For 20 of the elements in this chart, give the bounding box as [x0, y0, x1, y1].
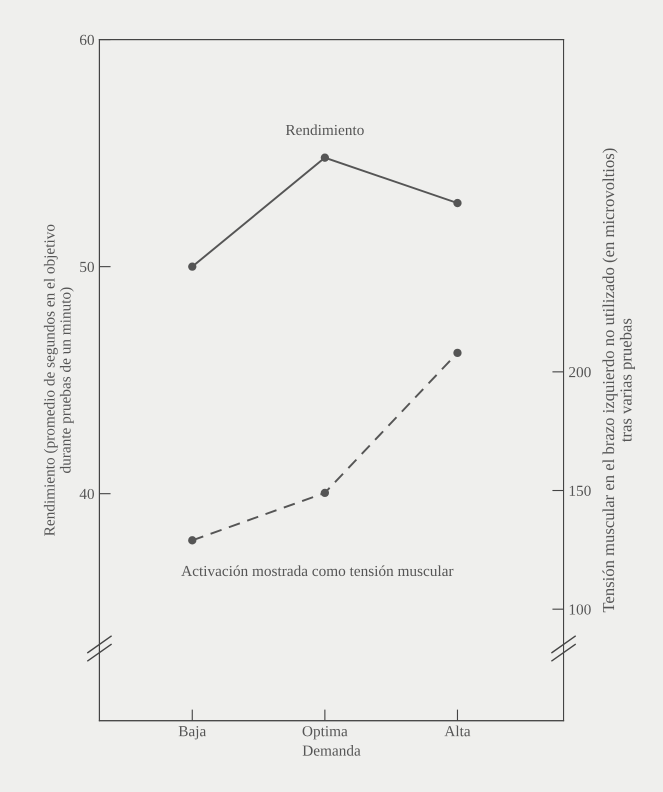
series-label: Activación mostrada como tensión muscular: [181, 565, 454, 576]
x-tick-label: Baja: [178, 726, 206, 740]
point: [188, 536, 196, 545]
y-tick-label: 50: [80, 262, 94, 272]
point: [453, 198, 462, 208]
y-tick-label: 40: [80, 488, 94, 500]
series-label: Rendimiento: [286, 124, 364, 136]
y2-tick-label: 200: [569, 366, 591, 378]
y2-axis-title: Tensión muscular en el brazo izquierdo no utilizado (en microvoltios) tras varias pruebas: [602, 148, 636, 612]
y2-tick-label: 100: [570, 604, 591, 615]
point: [320, 488, 330, 498]
x-tick-label: Optima: [302, 726, 348, 740]
point: [453, 348, 462, 358]
point: [188, 262, 196, 271]
point: [320, 153, 330, 162]
x-tick-label: Alta: [444, 726, 470, 736]
y-tick-label: 60: [80, 34, 94, 46]
y-axis-title: Rendimiento (promedio de segundos en el objetivo durante pruebas de un minuto): [44, 224, 74, 536]
x-axis-title: Demanda: [302, 744, 361, 756]
y2-tick-label: 150: [570, 486, 591, 496]
